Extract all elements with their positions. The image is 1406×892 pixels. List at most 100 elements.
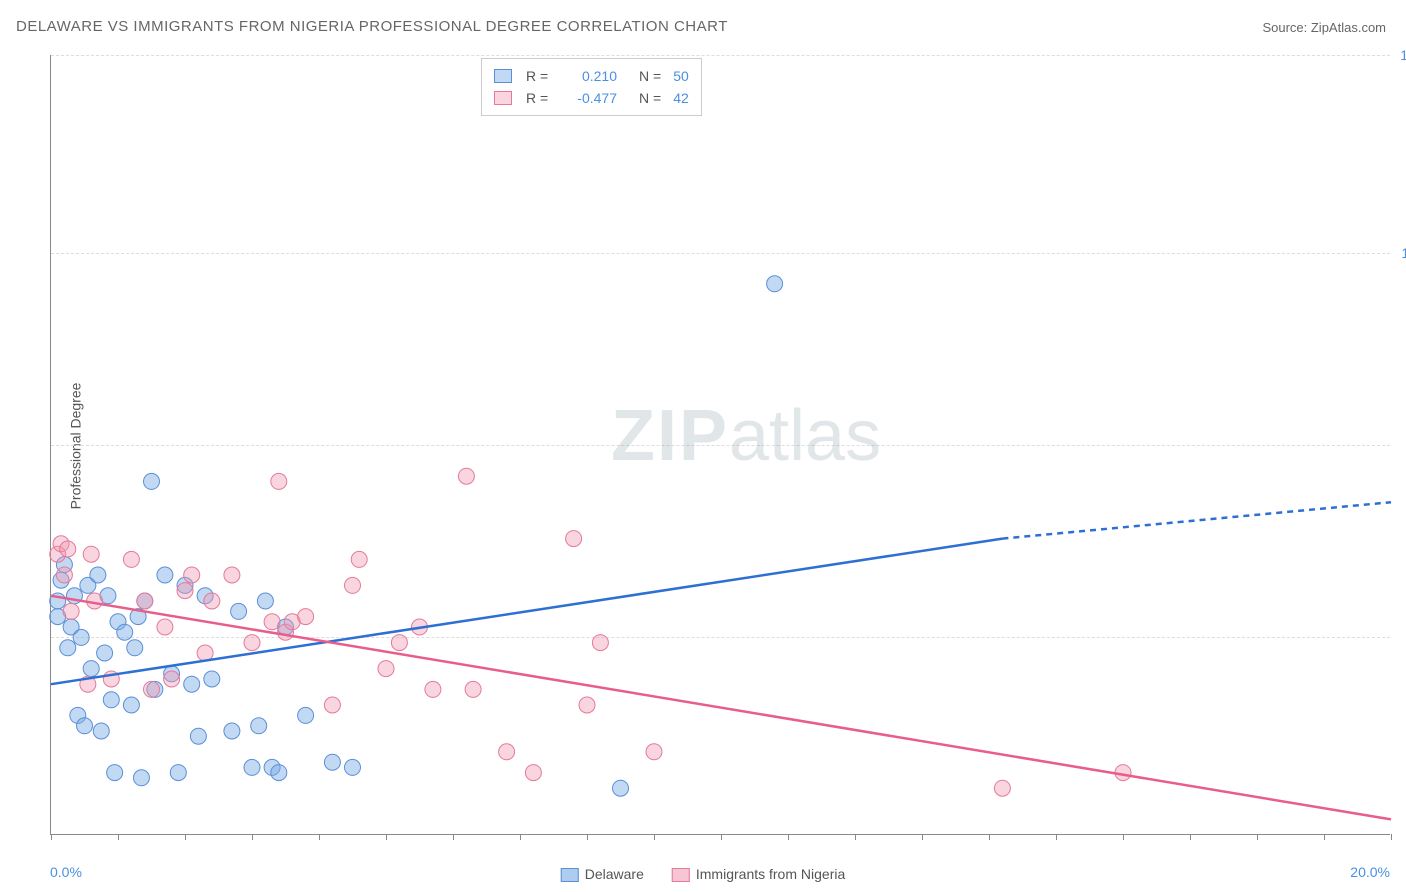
data-point: [103, 692, 119, 708]
legend-label: Delaware: [585, 866, 644, 882]
y-tick-label: 11.2%: [1395, 245, 1406, 261]
data-point: [231, 603, 247, 619]
n-value: 42: [673, 87, 689, 109]
n-value: 50: [673, 65, 689, 87]
legend-swatch: [494, 91, 512, 105]
data-point: [592, 635, 608, 651]
x-tick: [453, 834, 454, 840]
x-tick: [1190, 834, 1191, 840]
data-point: [378, 661, 394, 677]
series-legend: Delaware Immigrants from Nigeria: [561, 866, 846, 882]
data-point: [613, 780, 629, 796]
data-point: [351, 551, 367, 567]
data-point: [77, 718, 93, 734]
data-point: [133, 770, 149, 786]
data-point: [157, 619, 173, 635]
data-point: [144, 473, 160, 489]
data-point: [425, 681, 441, 697]
data-point: [204, 671, 220, 687]
data-point: [646, 744, 662, 760]
data-point: [164, 671, 180, 687]
data-point: [93, 723, 109, 739]
x-tick: [1324, 834, 1325, 840]
data-point: [157, 567, 173, 583]
x-tick: [520, 834, 521, 840]
data-point: [144, 681, 160, 697]
data-point: [60, 640, 76, 656]
legend-swatch: [494, 69, 512, 83]
correlation-legend: R = 0.210 N = 50R = -0.477 N = 42: [481, 58, 702, 116]
x-tick: [386, 834, 387, 840]
data-point: [184, 676, 200, 692]
y-tick-label: 3.8%: [1395, 629, 1406, 645]
data-point: [298, 609, 314, 625]
data-point: [177, 583, 193, 599]
chart-svg: [51, 55, 1390, 834]
data-point: [264, 614, 280, 630]
x-tick: [1391, 834, 1392, 840]
r-value: 0.210: [562, 65, 617, 87]
chart-title: DELAWARE VS IMMIGRANTS FROM NIGERIA PROF…: [16, 18, 728, 35]
data-point: [73, 629, 89, 645]
legend-swatch: [561, 868, 579, 882]
regression-line-extrapolated: [1002, 502, 1391, 538]
x-tick: [922, 834, 923, 840]
data-point: [499, 744, 515, 760]
x-tick: [185, 834, 186, 840]
n-label: N =: [639, 65, 661, 87]
data-point: [137, 593, 153, 609]
data-point: [271, 473, 287, 489]
data-point: [127, 640, 143, 656]
r-value: -0.477: [562, 87, 617, 109]
data-point: [184, 567, 200, 583]
plot-area: 3.8%7.5%11.2%15.0% ZIPatlas R =0.210N =5…: [50, 55, 1390, 835]
data-point: [244, 759, 260, 775]
data-point: [83, 546, 99, 562]
x-tick: [1056, 834, 1057, 840]
r-label: R =: [526, 65, 554, 87]
data-point: [117, 624, 133, 640]
data-point: [123, 551, 139, 567]
legend-label: Immigrants from Nigeria: [696, 866, 845, 882]
legend-item: Delaware: [561, 866, 644, 882]
data-point: [994, 780, 1010, 796]
legend-item: Immigrants from Nigeria: [672, 866, 845, 882]
data-point: [170, 765, 186, 781]
data-point: [271, 765, 287, 781]
data-point: [224, 723, 240, 739]
x-tick: [1123, 834, 1124, 840]
data-point: [324, 697, 340, 713]
data-point: [190, 728, 206, 744]
correlation-legend-row: R =-0.477N =42: [494, 87, 689, 109]
data-point: [107, 765, 123, 781]
x-tick: [654, 834, 655, 840]
data-point: [257, 593, 273, 609]
data-point: [324, 754, 340, 770]
data-point: [60, 541, 76, 557]
x-tick: [51, 834, 52, 840]
x-axis-max-label: 20.0%: [1350, 864, 1390, 880]
data-point: [345, 577, 361, 593]
data-point: [83, 661, 99, 677]
x-tick: [1257, 834, 1258, 840]
data-point: [525, 765, 541, 781]
data-point: [224, 567, 240, 583]
data-point: [345, 759, 361, 775]
x-tick: [721, 834, 722, 840]
n-label: N =: [639, 87, 661, 109]
x-tick: [587, 834, 588, 840]
x-tick: [855, 834, 856, 840]
regression-line: [51, 539, 1002, 685]
correlation-legend-row: R = 0.210 N = 50: [494, 65, 689, 87]
data-point: [56, 567, 72, 583]
data-point: [251, 718, 267, 734]
data-point: [458, 468, 474, 484]
data-point: [204, 593, 220, 609]
legend-swatch: [672, 868, 690, 882]
data-point: [465, 681, 481, 697]
y-tick-label: 7.5%: [1395, 437, 1406, 453]
regression-line: [51, 596, 1391, 820]
x-tick: [319, 834, 320, 840]
source-label: Source: ZipAtlas.com: [1262, 20, 1386, 35]
x-tick: [118, 834, 119, 840]
